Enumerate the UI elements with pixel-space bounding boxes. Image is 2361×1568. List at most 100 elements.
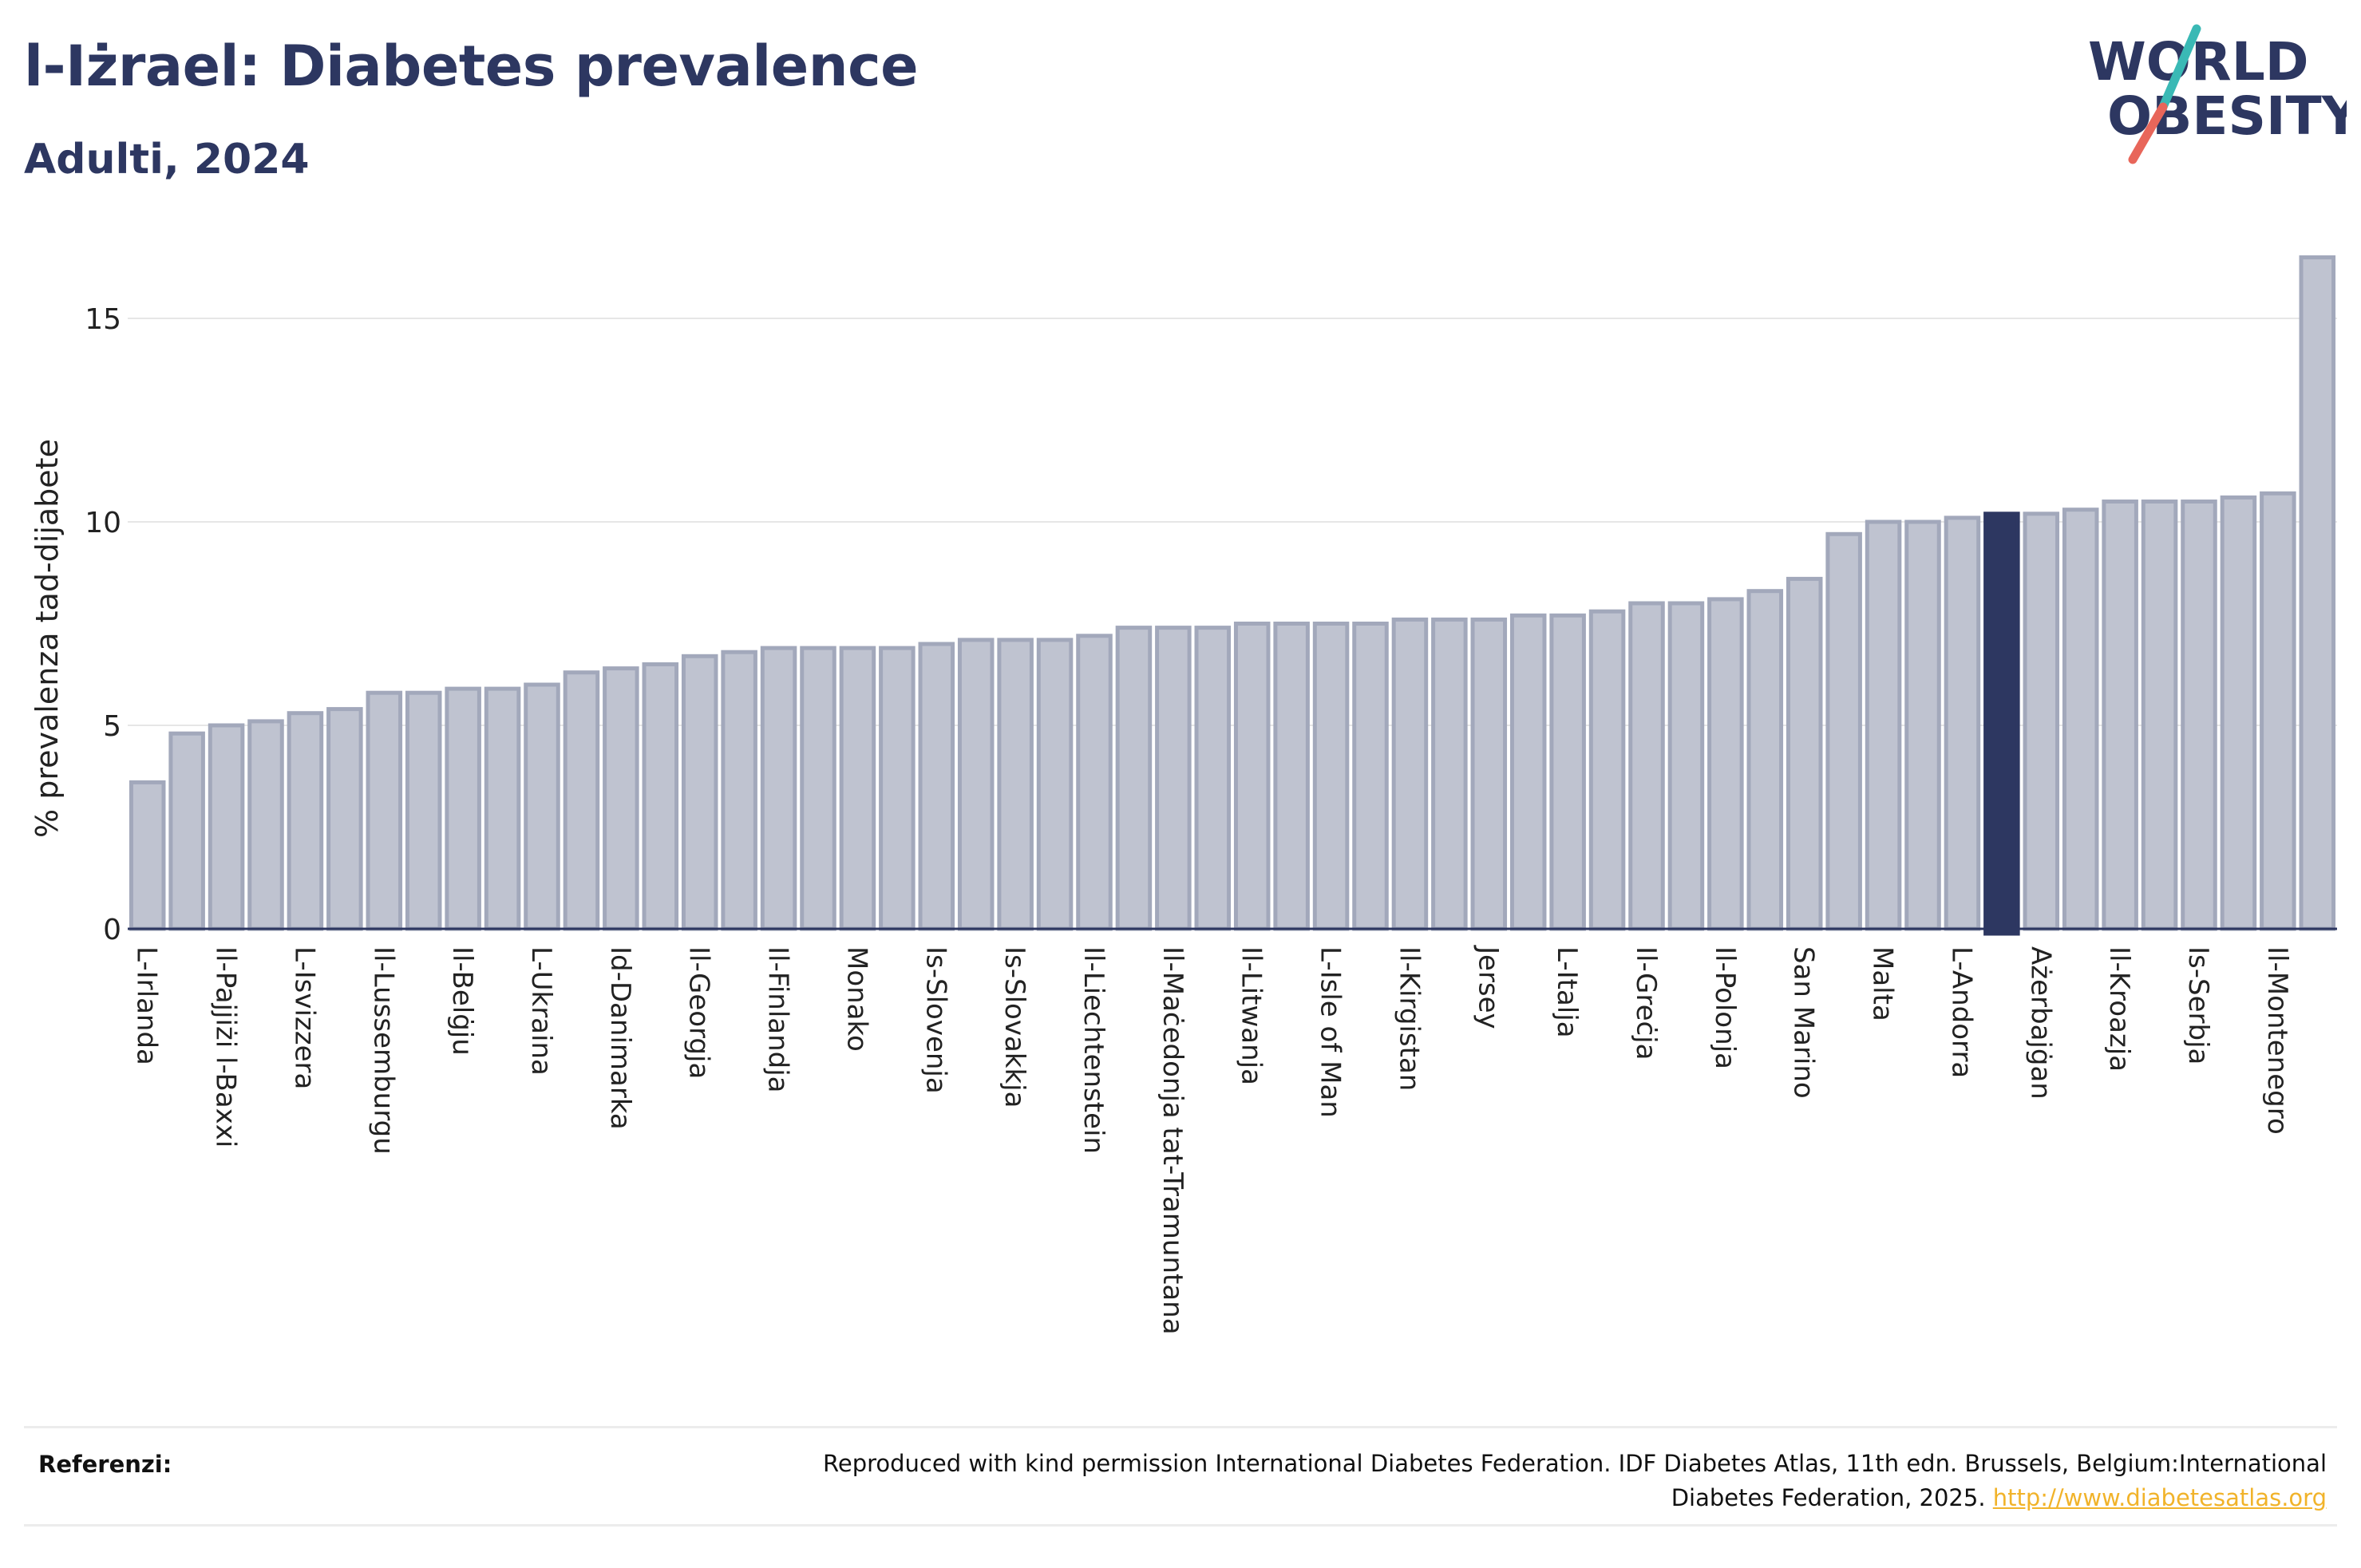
x-tick-label: L-Irlanda [131, 946, 163, 1065]
bar [247, 719, 284, 931]
references-text: Reproduced with kind permission Internat… [623, 1447, 2327, 1515]
reference-line1: Reproduced with kind permission Internat… [823, 1450, 2327, 1477]
x-tick-label: L-Andorra [1945, 946, 1977, 1078]
bar [1746, 589, 1784, 931]
bar [721, 650, 757, 931]
x-tick-label: Il-Finlandja [762, 946, 794, 1093]
bar [1352, 622, 1389, 931]
bar [1549, 613, 1586, 931]
bar [445, 686, 481, 931]
bar [1155, 626, 1192, 931]
x-tick-label: Jersey [1472, 945, 1504, 1029]
x-tick-label: Il-Belġju [446, 946, 478, 1056]
bar [2181, 500, 2217, 931]
logo-line1: WORLD [2088, 31, 2309, 93]
x-tick-label: L-Ukraina [525, 946, 557, 1076]
bar [603, 666, 639, 931]
bar [1904, 519, 1941, 931]
bar [2260, 491, 2296, 931]
bar-chart: 0 5 10 15 L-Irlanda Il-Pajjiżi l-Baxxi L-Isvi… [30, 255, 2337, 1335]
x-tick-label: Malta [1867, 946, 1899, 1021]
x-tick-label: Il-Pajjiżi l-Baxxi [210, 946, 242, 1147]
bar [2220, 495, 2257, 931]
bar [1825, 531, 1862, 931]
bar [1667, 601, 1705, 931]
bar [2299, 255, 2336, 931]
y-tick-labels: 0 5 10 15 [85, 303, 121, 946]
x-tick-label: Is-Slovakkja [999, 946, 1030, 1108]
bars [128, 255, 2337, 936]
bar [405, 690, 442, 931]
y-axis-label: % prevalenza tad-dijabete [30, 439, 65, 838]
bar [1076, 634, 1113, 931]
bar [800, 646, 836, 931]
bar [129, 780, 166, 931]
bar [681, 654, 718, 931]
bar [2141, 500, 2178, 931]
x-tick-label: Il-Lussemburgu [367, 946, 399, 1155]
bar [879, 646, 916, 931]
bar [1865, 519, 1902, 931]
x-tick-label: L-Italja [1551, 946, 1583, 1038]
reference-link[interactable]: http://www.diabetesatlas.org [1992, 1484, 2327, 1511]
bar [1509, 613, 1547, 931]
x-tick-label: Il-Litwanja [1236, 946, 1268, 1085]
bar [1470, 617, 1508, 931]
x-tick-label: Il-Georgja [683, 946, 715, 1079]
bar [839, 646, 876, 931]
x-tick-label: Monako [840, 946, 872, 1052]
logo-slash-top [2158, 24, 2201, 112]
bar [957, 638, 995, 931]
references-label: Referenzi: [38, 1451, 172, 1478]
x-tick-label: Il-Liechtenstein [1078, 946, 1109, 1154]
bar [642, 662, 679, 931]
bar [1786, 576, 1823, 931]
x-tick-label: Id-Danimarka [604, 946, 636, 1130]
y-tick-label: 15 [85, 303, 121, 336]
x-tick-label: L-Isle of Man [1315, 946, 1347, 1118]
bar-highlight [1983, 511, 2020, 936]
bar [1115, 626, 1153, 931]
bar [563, 670, 600, 931]
x-tick-label: Ażerbajġan [2024, 946, 2056, 1100]
y-tick-label: 0 [103, 914, 121, 946]
footer-divider-top [24, 1426, 2337, 1428]
bar [287, 711, 324, 931]
bar [524, 682, 560, 931]
x-tick-label: Il-Kroazja [2103, 946, 2135, 1072]
bar [1233, 622, 1271, 931]
bar [1194, 626, 1232, 931]
bar [366, 690, 403, 931]
bar [1707, 597, 1744, 931]
x-tick-label: Il-Polonja [1709, 946, 1741, 1069]
bar [1312, 622, 1350, 931]
x-tick-labels: L-Irlanda Il-Pajjiżi l-Baxxi L-Isvizzera Il… [131, 945, 2293, 1335]
world-obesity-logo: WORLD OBESITY [2088, 24, 2347, 164]
bar [484, 686, 521, 931]
bar [1431, 617, 1468, 931]
x-tick-label: Il-Montenegro [2261, 946, 2293, 1135]
bar [1036, 638, 1074, 931]
footer-divider-bottom [24, 1524, 2337, 1527]
logo-slash-bottom [2128, 102, 2168, 164]
x-tick-label: Il-Kirgistan [1393, 946, 1425, 1091]
bar [1944, 515, 1981, 931]
reference-line2: Diabetes Federation, 2025. [1671, 1484, 1986, 1511]
chart-subtitle: Adulti, 2024 [24, 136, 310, 184]
bar [168, 731, 205, 931]
chart-title: l-Iżrael: Diabetes prevalence [24, 34, 919, 99]
x-tick-label: San Marino [1788, 946, 1820, 1099]
x-tick-label: Is-Slovenja [919, 946, 951, 1094]
bar [2023, 511, 2060, 931]
bar [1391, 617, 1429, 931]
bar [2062, 508, 2099, 931]
y-tick-label: 10 [85, 507, 121, 539]
bar [760, 646, 797, 931]
bar [1273, 622, 1310, 931]
x-tick-label: Il-Greċja [1630, 946, 1662, 1060]
bar [1588, 609, 1626, 931]
x-tick-label: Il-Maċedonja tat-Tramuntana [1157, 946, 1188, 1335]
y-tick-label: 5 [103, 710, 121, 743]
bar [326, 707, 363, 931]
bar [1628, 601, 1665, 931]
